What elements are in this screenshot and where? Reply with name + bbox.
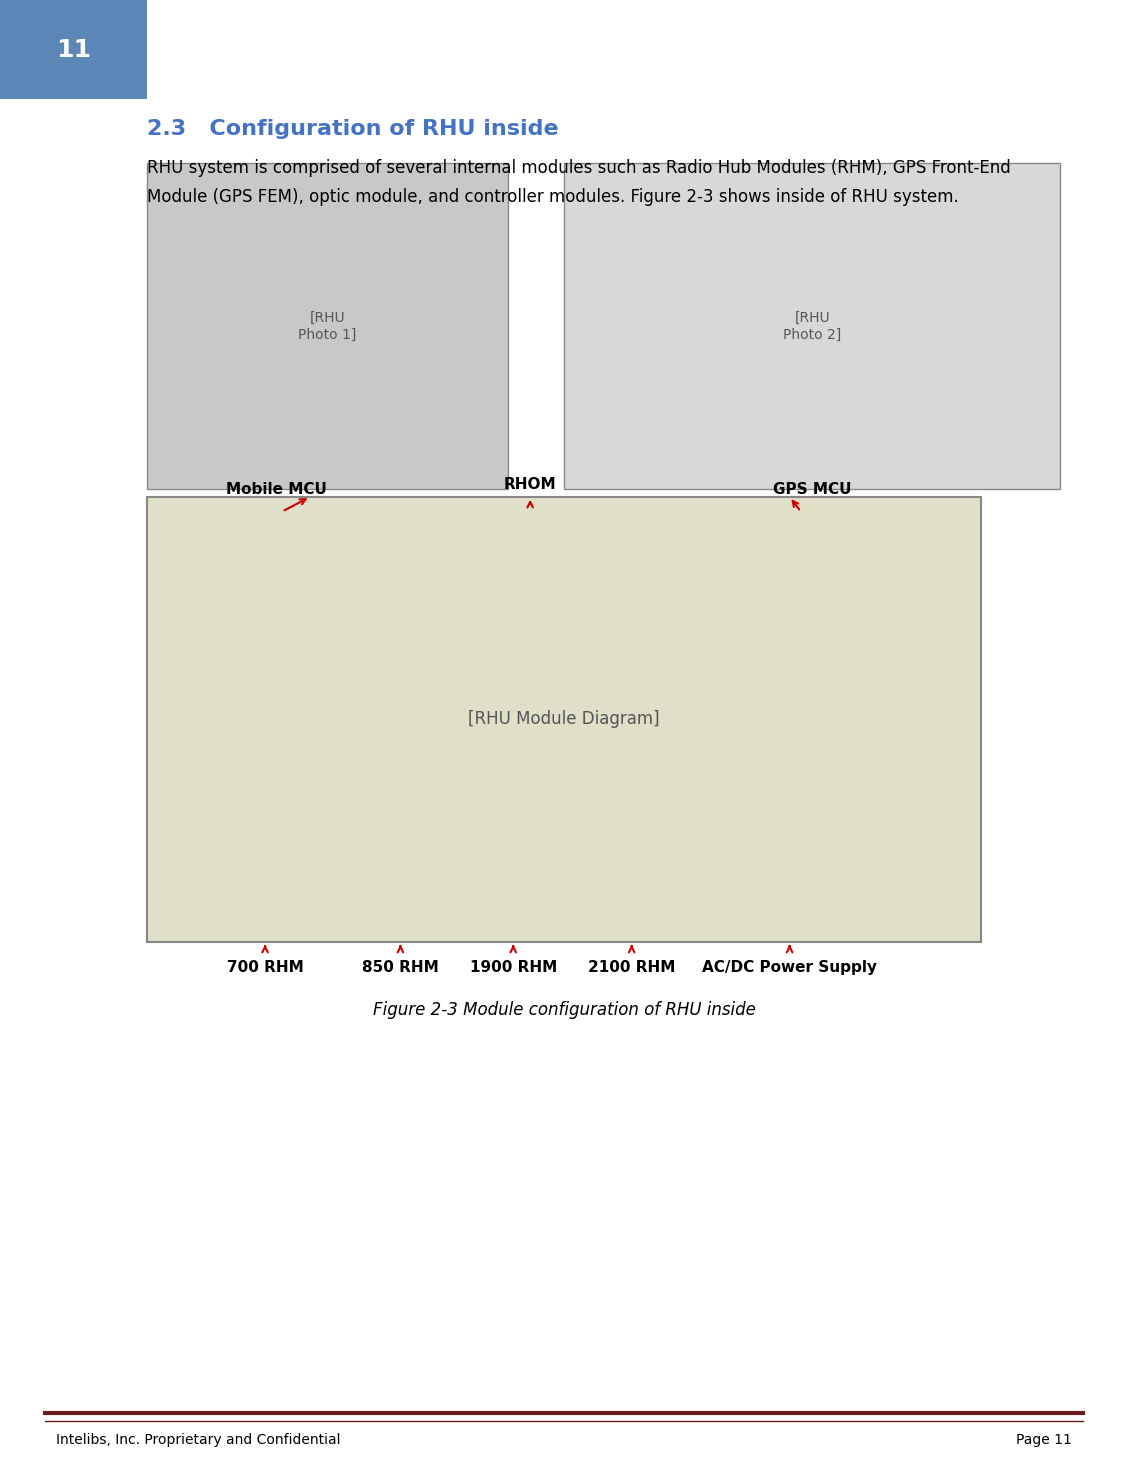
Bar: [147, 163, 508, 489]
Text: 1900 RHM: 1900 RHM: [469, 960, 557, 974]
Text: 700 RHM: 700 RHM: [227, 960, 303, 974]
Text: 2.3   Configuration of RHU inside: 2.3 Configuration of RHU inside: [147, 119, 558, 138]
Text: AC/DC Power Supply: AC/DC Power Supply: [702, 960, 878, 974]
Text: Page 11: Page 11: [1015, 1433, 1072, 1446]
Text: Mobile MCU: Mobile MCU: [226, 482, 327, 497]
Text: [RHU Module Diagram]: [RHU Module Diagram]: [468, 710, 660, 728]
Text: Intelibs, Inc. Proprietary and Confidential: Intelibs, Inc. Proprietary and Confident…: [56, 1433, 341, 1446]
Bar: [0, 0, 147, 99]
Text: [RHU
Photo 1]: [RHU Photo 1]: [298, 311, 356, 341]
Text: Figure 2-3 Module configuration of RHU inside: Figure 2-3 Module configuration of RHU i…: [372, 1001, 756, 1019]
Text: RHU system is comprised of several internal modules such as Radio Hub Modules (R: RHU system is comprised of several inter…: [147, 159, 1011, 206]
Text: [RHU
Photo 2]: [RHU Photo 2]: [783, 311, 841, 341]
Bar: [147, 497, 981, 942]
Bar: [564, 163, 1060, 489]
Text: 2100 RHM: 2100 RHM: [588, 960, 676, 974]
Text: GPS MCU: GPS MCU: [773, 482, 852, 497]
Text: RHOM: RHOM: [504, 478, 556, 492]
Text: 850 RHM: 850 RHM: [362, 960, 439, 974]
Text: 11: 11: [55, 39, 91, 62]
